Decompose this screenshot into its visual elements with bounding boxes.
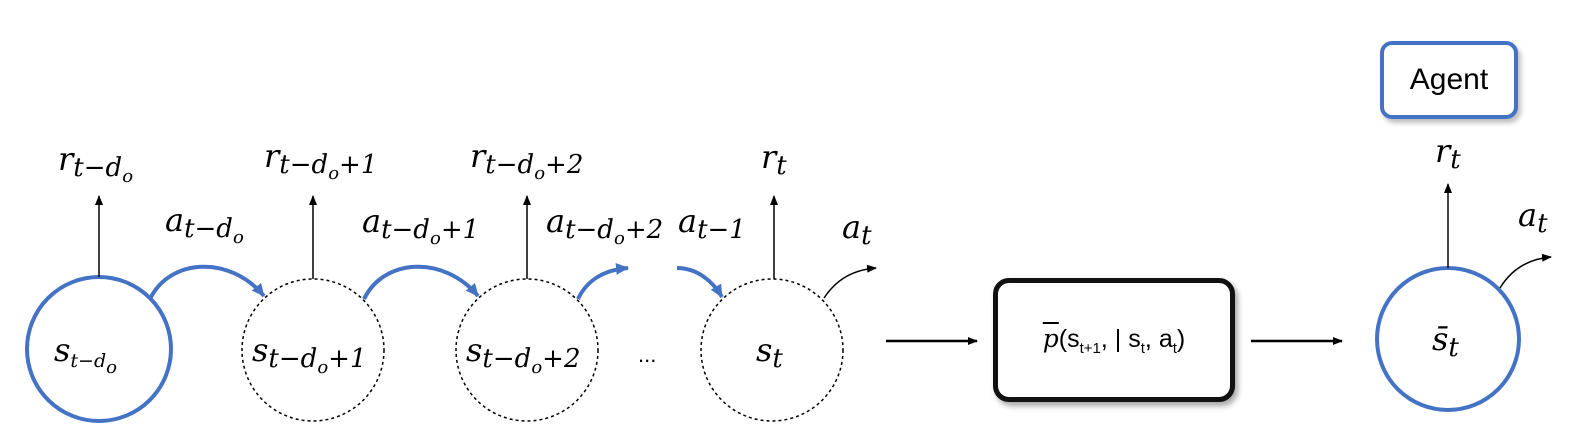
action-label-1: at−do+1 <box>362 202 479 249</box>
action-label-2: at−do+2 <box>546 202 663 249</box>
action-arrow-current <box>823 264 877 299</box>
reward-label-0: rt−do <box>58 140 133 187</box>
reward-label-2: rt−do+2 <box>470 137 583 184</box>
transition-arrow-3 <box>676 266 724 299</box>
state-node-2 <box>455 278 599 422</box>
reward-label-1: rt−do+1 <box>264 137 377 184</box>
agent-box: Agent <box>1380 41 1518 119</box>
reward-label-4: rt <box>1435 132 1461 175</box>
state-label-4: s̄t <box>1432 320 1459 363</box>
transition-model-label: p(st+1, | st, at) <box>1042 323 1186 357</box>
action-label-4: at <box>842 208 872 251</box>
state-label-2: st−do+2 <box>466 331 580 378</box>
state-node-3 <box>700 278 844 422</box>
transition-arrow-2 <box>576 262 629 300</box>
ellipsis: ... <box>638 342 656 367</box>
agent-label: Agent <box>1409 63 1489 96</box>
action-arrow-agent <box>1499 253 1552 289</box>
state-node-1 <box>241 278 385 422</box>
reward-label-3: rt <box>761 138 787 181</box>
state-label-1: st−do+1 <box>252 331 366 378</box>
state-label-3: st <box>756 331 783 374</box>
state-label-0: st−do <box>54 331 117 378</box>
transition-model-box: p(st+1, | st, at) <box>993 278 1235 402</box>
transition-arrow-0 <box>148 264 266 300</box>
action-label-3: at−1 <box>678 202 746 245</box>
action-label-5: at <box>1518 196 1548 239</box>
action-label-0: at−do <box>165 201 244 248</box>
transition-arrow-1 <box>362 264 480 300</box>
